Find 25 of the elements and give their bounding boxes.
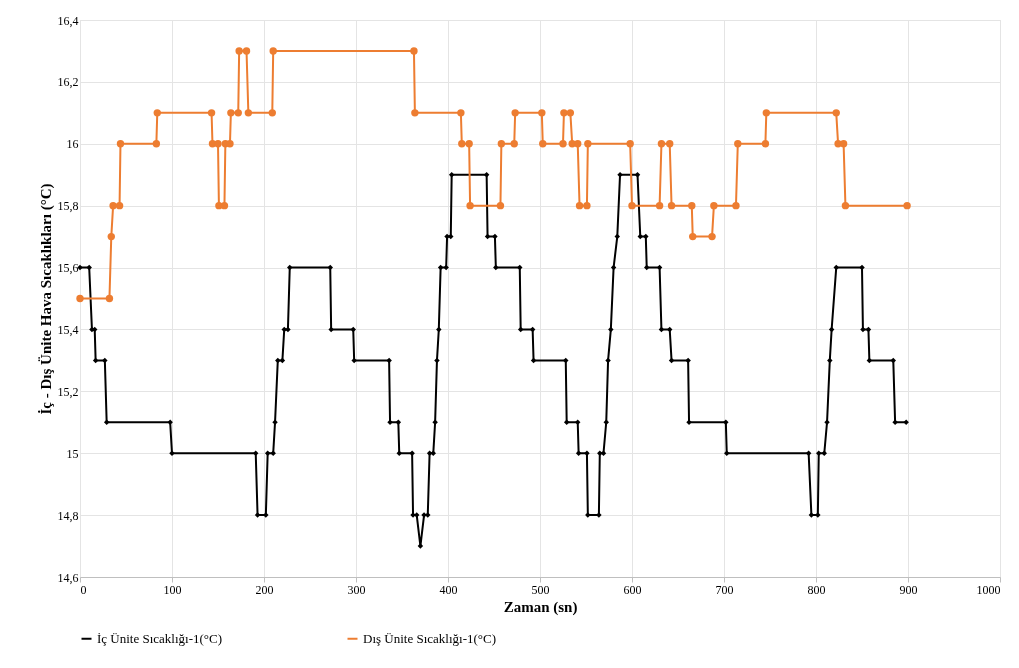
y-tick-label: 16 xyxy=(66,137,79,152)
y-tick-label: 15,4 xyxy=(57,322,79,337)
x-tick-label: 200 xyxy=(255,582,274,597)
y-tick-label: 14,8 xyxy=(57,508,79,523)
x-tick-label: 800 xyxy=(807,582,826,597)
x-tick-label: 400 xyxy=(439,582,458,597)
x-tick-label: 500 xyxy=(531,582,550,597)
y-tick-label: 16,4 xyxy=(57,13,79,28)
legend-label: İç Ünite Sıcaklığı-1(°C) xyxy=(97,630,223,646)
x-tick-label: 900 xyxy=(899,582,918,597)
y-tick-label: 16,2 xyxy=(57,75,79,90)
y-tick-label: 15,6 xyxy=(57,261,79,276)
x-tick-label: 600 xyxy=(623,582,642,597)
y-tick-label: 15 xyxy=(66,446,79,461)
x-axis-title: Zaman (sn) xyxy=(503,598,578,616)
x-tick-label: 700 xyxy=(715,582,734,597)
y-tick-label: 15,8 xyxy=(57,199,79,214)
x-tick-label: 0 xyxy=(80,582,87,597)
y-axis-title: İç - Dış Ünite Hava Sıcaklıkları (°C) xyxy=(37,183,55,415)
x-tick-label: 300 xyxy=(347,582,366,597)
legend-label: Dış Ünite Sıcaklığı-1(°C) xyxy=(363,630,497,646)
x-tick-label: 100 xyxy=(163,582,182,597)
y-tick-label: 15,2 xyxy=(57,384,79,399)
x-tick-label: 1000 xyxy=(976,582,1001,597)
y-tick-label: 14,6 xyxy=(57,570,79,585)
